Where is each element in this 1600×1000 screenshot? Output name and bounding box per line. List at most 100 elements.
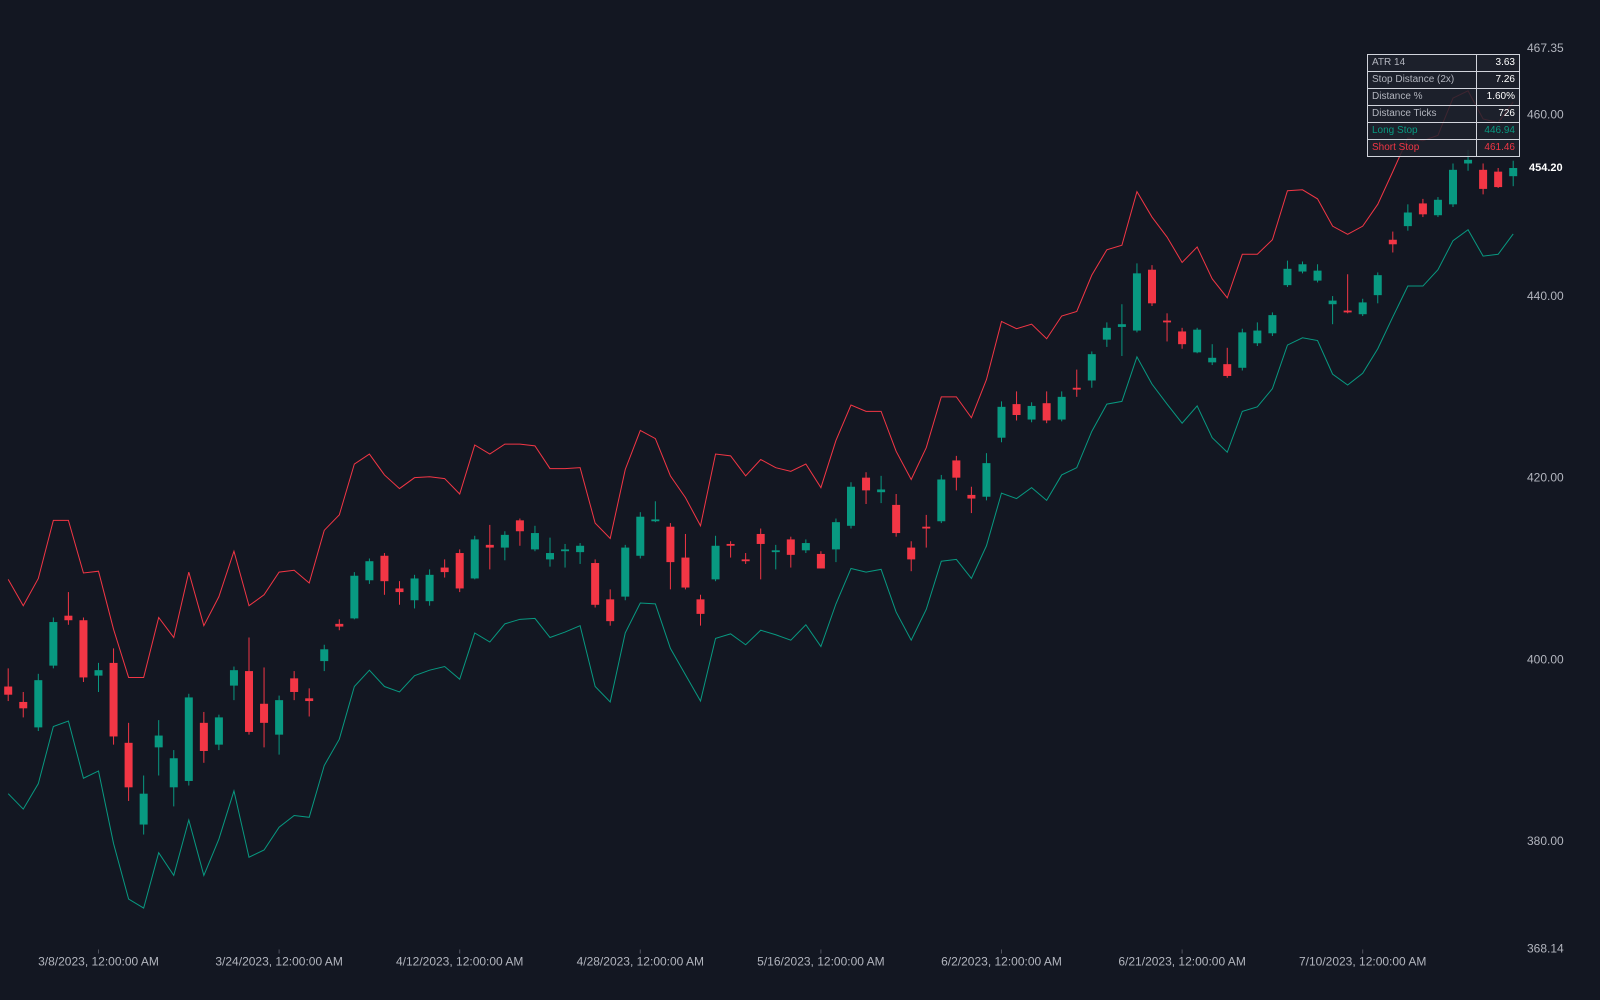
candle-body xyxy=(320,649,329,662)
candle-body xyxy=(666,526,675,563)
candle-body xyxy=(1298,264,1307,272)
table-row: Stop Distance (2x) 7.26 xyxy=(1368,71,1519,88)
candle-body xyxy=(214,717,223,745)
table-row: Long Stop 446.94 xyxy=(1368,122,1519,139)
candle-body xyxy=(1343,310,1352,313)
candle-body xyxy=(440,567,449,573)
y-tick-label: 467.35 xyxy=(1527,41,1564,55)
candle-body xyxy=(1253,330,1262,344)
candle-body xyxy=(260,703,269,723)
table-label: Stop Distance (2x) xyxy=(1368,72,1477,88)
candle-body xyxy=(1238,332,1247,368)
candle-body xyxy=(621,547,630,597)
y-tick-label: 400.00 xyxy=(1527,652,1564,666)
candle-body xyxy=(1027,405,1036,420)
candle-body xyxy=(1313,270,1322,281)
candle-body xyxy=(380,555,389,582)
candle-body xyxy=(786,539,795,555)
candle-body xyxy=(515,520,524,532)
candle-body xyxy=(530,533,539,550)
candle-body xyxy=(1102,327,1111,340)
candle-body xyxy=(410,578,419,601)
y-tick-label: 380.00 xyxy=(1527,834,1564,848)
candle-body xyxy=(726,543,735,546)
candle-body xyxy=(275,700,284,735)
candle-body xyxy=(847,486,855,526)
candle-body xyxy=(1087,354,1096,381)
y-tick-label: 460.00 xyxy=(1527,108,1564,122)
x-tick-label: 7/10/2023, 12:00:00 AM xyxy=(1299,955,1426,969)
info-table: ATR 14 3.63 Stop Distance (2x) 7.26 Distance… xyxy=(1367,54,1520,157)
table-row: Distance Ticks 726 xyxy=(1368,105,1519,122)
candle-body xyxy=(997,406,1006,438)
candle-body xyxy=(4,686,13,695)
candle-body xyxy=(124,742,133,788)
x-tick-label: 3/8/2023, 12:00:00 AM xyxy=(38,955,159,969)
x-tick-label: 6/21/2023, 12:00:00 AM xyxy=(1118,955,1245,969)
candle-body xyxy=(1208,357,1217,363)
candle-body xyxy=(290,678,299,692)
candle-body xyxy=(335,623,344,627)
candle-body xyxy=(350,575,359,619)
x-tick-label: 3/24/2023, 12:00:00 AM xyxy=(215,955,342,969)
candle-body xyxy=(49,622,58,666)
candle-body xyxy=(1494,171,1503,188)
candle-body xyxy=(922,526,931,529)
candle-body xyxy=(681,557,690,588)
table-value: 7.26 xyxy=(1495,74,1515,85)
table-row: Distance % 1.60% xyxy=(1368,88,1519,105)
candle-body xyxy=(455,553,464,589)
candle-body xyxy=(711,545,720,580)
candle-body xyxy=(184,697,193,781)
table-label: ATR 14 xyxy=(1368,55,1477,71)
candle-body xyxy=(546,553,554,560)
candle-body xyxy=(1193,329,1202,353)
stop-line xyxy=(7,229,1514,909)
candle-body xyxy=(1373,275,1382,296)
candle-body xyxy=(1433,199,1442,216)
candle-body xyxy=(1268,315,1277,334)
candle-body xyxy=(470,539,479,579)
candle-body xyxy=(1283,268,1292,286)
candle-body xyxy=(907,547,916,560)
candle-body xyxy=(1449,169,1457,205)
candle-body xyxy=(982,463,991,497)
candle-body xyxy=(1223,364,1232,376)
candle-body xyxy=(245,671,253,732)
table-value: 726 xyxy=(1498,108,1515,119)
candle-body xyxy=(831,522,840,550)
candle-body xyxy=(1117,324,1126,327)
candle-body xyxy=(1132,273,1141,331)
candle-body xyxy=(937,479,946,522)
candle-body xyxy=(967,494,976,499)
candle-body xyxy=(1057,396,1066,420)
table-label: Short Stop xyxy=(1368,140,1477,156)
candle-body xyxy=(771,550,780,553)
candle-body xyxy=(816,553,825,569)
candle-body xyxy=(395,588,404,593)
candle-body xyxy=(169,758,178,788)
y-tick-label: 420.00 xyxy=(1527,471,1564,485)
candle-body xyxy=(696,599,705,614)
candle-body xyxy=(1148,269,1156,304)
candle-body xyxy=(19,701,28,709)
candle-body xyxy=(500,534,509,548)
candle-body xyxy=(1042,403,1051,421)
candle-body xyxy=(154,735,163,748)
candle-body xyxy=(229,670,238,686)
candle-body xyxy=(892,504,901,534)
candle-body xyxy=(94,670,103,676)
table-value: 1.60% xyxy=(1486,91,1515,102)
candle-body xyxy=(1418,203,1427,215)
candle-body xyxy=(305,698,314,702)
table-value: 446.94 xyxy=(1484,125,1515,136)
candle-body xyxy=(485,544,494,548)
x-tick-label: 4/12/2023, 12:00:00 AM xyxy=(396,955,523,969)
candle-body xyxy=(801,543,810,551)
candle-body xyxy=(1012,404,1021,416)
table-label: Distance Ticks xyxy=(1368,106,1477,122)
candle-body xyxy=(365,561,374,581)
x-tick-label: 6/2/2023, 12:00:00 AM xyxy=(941,955,1062,969)
